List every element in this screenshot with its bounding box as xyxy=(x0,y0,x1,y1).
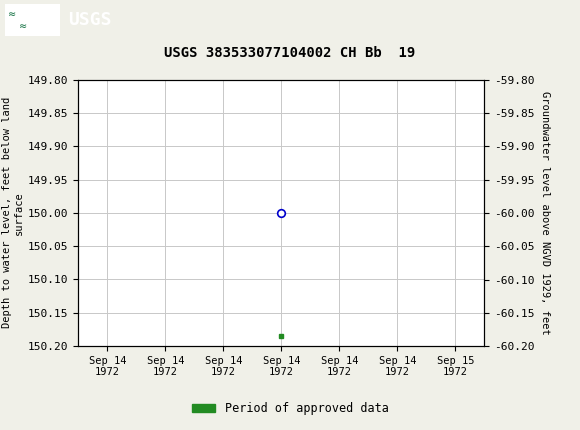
Text: USGS 383533077104002 CH Bb  19: USGS 383533077104002 CH Bb 19 xyxy=(164,46,416,60)
Y-axis label: Depth to water level, feet below land
surface: Depth to water level, feet below land su… xyxy=(2,97,24,329)
FancyBboxPatch shape xyxy=(5,4,60,36)
Text: ≈: ≈ xyxy=(8,9,16,19)
Text: ≈: ≈ xyxy=(19,21,27,31)
Y-axis label: Groundwater level above NGVD 1929, feet: Groundwater level above NGVD 1929, feet xyxy=(540,91,550,335)
Text: USGS: USGS xyxy=(68,11,112,29)
Legend: Period of approved data: Period of approved data xyxy=(187,397,393,420)
